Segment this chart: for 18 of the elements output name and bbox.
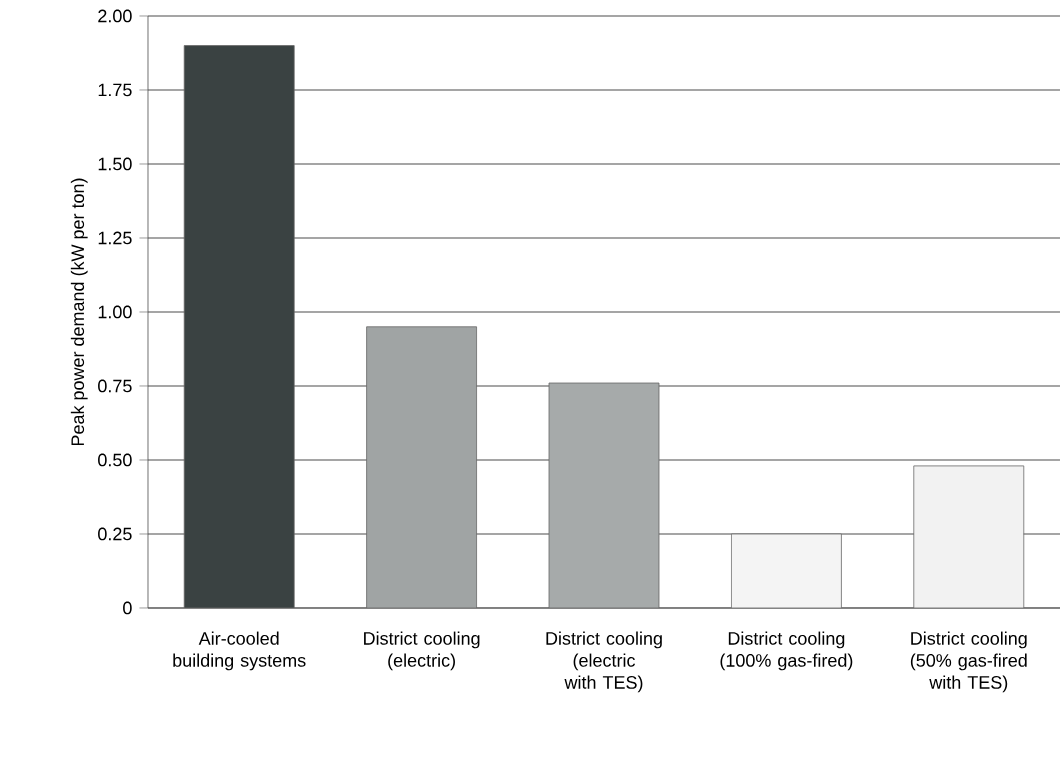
x-tick-label: Air-cooled building systems (173, 631, 306, 671)
x-tick-label: District cooling (electric) (364, 631, 480, 671)
x-tick-label: District cooling (electric with TES) (546, 631, 662, 693)
y-axis-title: Peak power demand (kW per ton) (70, 178, 88, 446)
y-tick-label: 0.75 (98, 379, 132, 393)
bar (366, 326, 477, 608)
x-tick-label: District cooling (50% gas-fired with TES) (910, 631, 1027, 693)
y-tick-label: 1.00 (98, 305, 132, 319)
y-tick-label: 2.00 (98, 9, 132, 23)
y-tick-label: 0.50 (98, 453, 132, 467)
y-tick-label: 1.25 (98, 231, 132, 245)
x-tick-label: District cooling (100% gas-fired) (720, 631, 853, 671)
y-tick-label: 0 (123, 601, 132, 615)
bar (183, 45, 295, 608)
bar (548, 382, 660, 608)
y-tick-label: 1.75 (98, 83, 132, 97)
y-tick-label: 1.50 (98, 157, 132, 171)
y-tick-label: 0.25 (98, 527, 132, 541)
